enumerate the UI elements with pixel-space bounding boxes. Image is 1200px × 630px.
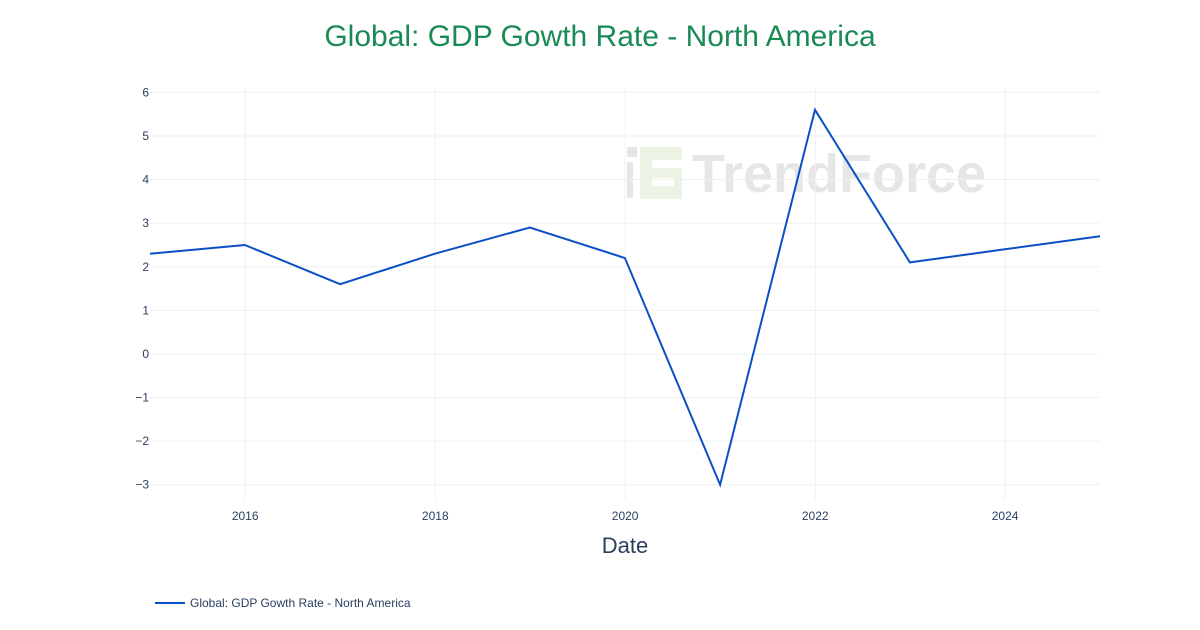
trendforce-watermark: TrendForce <box>627 144 986 204</box>
legend-swatch <box>155 602 185 604</box>
y-tick-label: 2 <box>142 260 149 274</box>
x-axis-label: Date <box>602 533 648 558</box>
x-axis-ticks: 2016 2018 2020 2022 2024 <box>232 509 1019 523</box>
legend[interactable]: Global: GDP Gowth Rate - North America <box>155 596 411 610</box>
series-line <box>149 107 1101 488</box>
x-tick-label: 2016 <box>232 509 259 523</box>
y-tick-label: −2 <box>135 434 149 448</box>
y-axis-ticks: 6 5 4 3 2 1 0 −1 −2 −3 <box>135 85 149 491</box>
y-tick-label: −1 <box>135 391 149 405</box>
x-tick-label: 2024 <box>992 509 1019 523</box>
y-tick-label: 6 <box>142 85 149 99</box>
x-tick-label: 2018 <box>422 509 449 523</box>
y-tick-label: 0 <box>142 347 149 361</box>
y-tick-label: 3 <box>142 216 149 230</box>
y-tick-label: 4 <box>142 173 149 187</box>
watermark-text: TrendForce <box>692 144 986 204</box>
x-tick-label: 2022 <box>802 509 829 523</box>
chart-title: Global: GDP Gowth Rate - North America <box>324 20 876 53</box>
legend-label: Global: GDP Gowth Rate - North America <box>190 596 411 610</box>
y-tick-label: 5 <box>142 129 149 143</box>
x-tick-label: 2020 <box>612 509 639 523</box>
y-tick-label: −3 <box>135 478 149 492</box>
y-tick-label: 1 <box>142 303 149 317</box>
grid <box>150 88 1100 500</box>
